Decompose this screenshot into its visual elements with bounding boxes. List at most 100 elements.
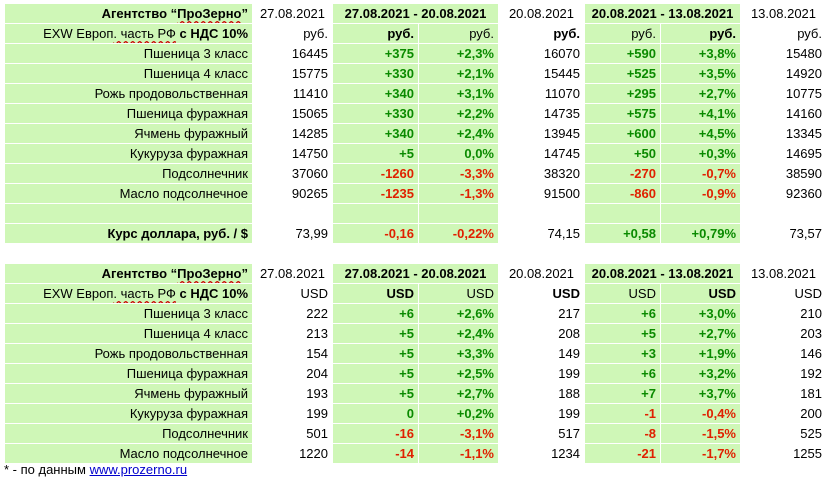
commodity-name: Масло подсолнечное (4, 443, 253, 464)
change-abs-cell: -270 (584, 163, 661, 184)
basis-label-prefix: EXW Европ (43, 286, 114, 301)
price-cell: 210 (740, 303, 827, 324)
empty-cell (4, 203, 253, 224)
change-abs-cell: +7 (584, 383, 661, 404)
change-pct-cell: +2,5% (418, 363, 499, 384)
price-cell: 37060 (252, 163, 333, 184)
agency-title-suffix: ” (241, 266, 249, 281)
change-pct-cell: -0,22% (418, 223, 499, 244)
empty-cell (252, 243, 333, 264)
change-pct-cell: +3,2% (660, 363, 741, 384)
agency-title: Агентство “ПроЗерно” (4, 263, 253, 284)
empty-cell (498, 203, 585, 224)
basis-label-prefix: EXW Европ (43, 26, 114, 41)
empty-cell (332, 243, 419, 264)
price-cell: 14735 (498, 103, 585, 124)
basis-label-suffix: с НДС 10% (175, 286, 248, 301)
commodity-name: Ячмень фуражный (4, 123, 253, 144)
price-cell: 501 (252, 423, 333, 444)
change-abs-cell: +5 (332, 323, 419, 344)
price-table-body: Агентство “ПроЗерно” 27.08.2021 27.08.2021… (4, 3, 827, 464)
unit-cell: USD (584, 283, 661, 304)
date-column-header: 27.08.2021 (252, 3, 333, 24)
price-cell: 38320 (498, 163, 585, 184)
commodity-name: Рожь продовольственная (4, 343, 253, 364)
empty-cell (660, 203, 741, 224)
price-cell: 15775 (252, 63, 333, 84)
unit-cell: руб. (498, 23, 585, 44)
price-cell: 525 (740, 423, 827, 444)
commodity-row: Пшеница 3 класс 222 +6 +2,6% 217 +6 +3,0% 210 (4, 303, 827, 324)
price-cell: 14695 (740, 143, 827, 164)
change-abs-cell: -8 (584, 423, 661, 444)
unit-cell: руб. (418, 23, 499, 44)
unit-cell: USD (660, 283, 741, 304)
change-abs-cell: +3 (584, 343, 661, 364)
date-column-header: 13.08.2021 (740, 263, 827, 284)
change-abs-cell: -1260 (332, 163, 419, 184)
change-abs-cell: -1235 (332, 183, 419, 204)
empty-cell (498, 243, 585, 264)
change-range-header: 20.08.2021 - 13.08.2021 (584, 3, 741, 24)
empty-cell (740, 203, 827, 224)
change-pct-cell: +3,1% (418, 83, 499, 104)
commodity-row: Подсолнечник 37060 -1260 -3,3% 38320 -270 -0,7… (4, 163, 827, 184)
commodity-name: Пшеница 3 класс (4, 303, 253, 324)
commodity-name: Пшеница фуражная (4, 363, 253, 384)
change-pct-cell: +3,5% (660, 63, 741, 84)
change-abs-cell: +50 (584, 143, 661, 164)
change-pct-cell: +3,7% (660, 383, 741, 404)
price-cell: 15480 (740, 43, 827, 64)
change-abs-cell: +5 (332, 363, 419, 384)
commodity-row: Кукуруза фуражная 199 0 +0,2% 199 -1 -0,4% 200 (4, 403, 827, 424)
commodity-row: Рожь продовольственная 11410 +340 +3,1% 1107… (4, 83, 827, 104)
price-cell: 1234 (498, 443, 585, 464)
price-cell: 146 (740, 343, 827, 364)
agency-title-prefix: Агентство “ (101, 6, 178, 21)
change-pct-cell: +0,3% (660, 143, 741, 164)
commodity-row: Ячмень фуражный 193 +5 +2,7% 188 +7 +3,7% 181 (4, 383, 827, 404)
commodity-row: Пшеница 4 класс 15775 +330 +2,1% 15445 +525 +3… (4, 63, 827, 84)
change-pct-cell: +2,4% (418, 123, 499, 144)
change-pct-cell: +0,79% (660, 223, 741, 244)
price-cell: 200 (740, 403, 827, 424)
commodity-row: Пшеница 4 класс 213 +5 +2,4% 208 +5 +2,7% 203 (4, 323, 827, 344)
change-abs-cell: +340 (332, 123, 419, 144)
commodity-name: Рожь продовольственная (4, 83, 253, 104)
agency-title-brand: ПроЗерно (177, 266, 242, 281)
price-cell: 10775 (740, 83, 827, 104)
change-pct-cell: +3,3% (418, 343, 499, 364)
unit-cell: руб. (740, 23, 827, 44)
unit-cell: руб. (584, 23, 661, 44)
basis-label: EXW Европ. часть РФ с НДС 10% (4, 283, 253, 304)
commodity-row: Подсолнечник 501 -16 -3,1% 517 -8 -1,5% 525 (4, 423, 827, 444)
change-abs-cell: -0,16 (332, 223, 419, 244)
header-row: Агентство “ПроЗерно” 27.08.2021 27.08.2021… (4, 3, 827, 24)
date-column-header: 27.08.2021 (252, 263, 333, 284)
price-cell: 91500 (498, 183, 585, 204)
commodity-name: Подсолнечник (4, 423, 253, 444)
source-link[interactable]: www.prozerno.ru (89, 462, 188, 477)
price-cell: 199 (498, 403, 585, 424)
change-abs-cell: -860 (584, 183, 661, 204)
fx-rate-cell: 73,57 (740, 223, 827, 244)
basis-label: EXW Европ. часть РФ с НДС 10% (4, 23, 253, 44)
change-abs-cell: -1 (584, 403, 661, 424)
change-abs-cell: +375 (332, 43, 419, 64)
commodity-row: Масло подсолнечное 1220 -14 -1,1% 1234 -21 -1,… (4, 443, 827, 464)
basis-label-mid: . часть РФ (113, 26, 176, 41)
price-cell: 11410 (252, 83, 333, 104)
price-cell: 92360 (740, 183, 827, 204)
price-cell: 14160 (740, 103, 827, 124)
commodity-name: Кукуруза фуражная (4, 143, 253, 164)
price-cell: 13945 (498, 123, 585, 144)
commodity-row: Ячмень фуражный 14285 +340 +2,4% 13945 +600 +4… (4, 123, 827, 144)
price-cell: 1220 (252, 443, 333, 464)
price-cell: 217 (498, 303, 585, 324)
fx-rate-cell: 73,99 (252, 223, 333, 244)
unit-cell: USD (252, 283, 333, 304)
change-abs-cell: -14 (332, 443, 419, 464)
change-pct-cell: +2,3% (418, 43, 499, 64)
price-cell: 14750 (252, 143, 333, 164)
